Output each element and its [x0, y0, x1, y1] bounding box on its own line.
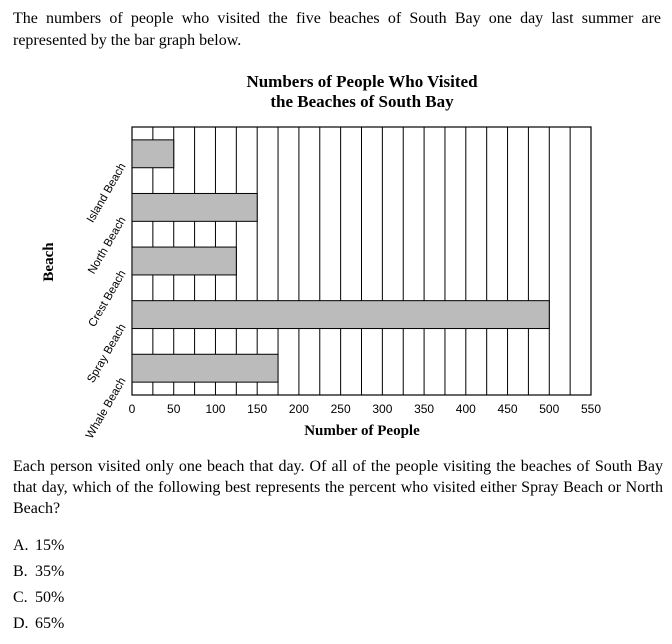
question-text: Each person visited only one beach that … — [13, 458, 663, 517]
x-tick-label: 100 — [205, 402, 225, 416]
x-tick-label: 250 — [331, 402, 351, 416]
choice-letter: A. — [13, 537, 29, 554]
choice-letter: B. — [13, 563, 28, 580]
x-tick-label: 500 — [539, 402, 559, 416]
choice-c[interactable]: C. 50% — [13, 588, 64, 614]
category-label: Whale Beach — [84, 376, 129, 441]
x-tick-label: 300 — [372, 402, 392, 416]
bar-whale-beach — [131, 353, 279, 383]
x-tick-label: 450 — [498, 402, 518, 416]
bar-crest-beach — [131, 246, 237, 276]
x-tick-label: 50 — [167, 402, 181, 416]
chart-bars — [131, 139, 550, 383]
category-label: Spray Beach — [85, 322, 128, 385]
x-tick-label: 350 — [414, 402, 434, 416]
choice-d[interactable]: D. 65% — [13, 614, 64, 640]
x-tick-label: 150 — [247, 402, 267, 416]
choice-letter: D. — [13, 615, 29, 632]
x-tick-label: 200 — [289, 402, 309, 416]
chart-title-line-2: the Beaches of South Bay — [270, 92, 454, 111]
answer-choices: A. 15% B. 35% C. 50% D. 65% — [13, 536, 64, 640]
chart-title-line-1: Numbers of People Who Visited — [246, 72, 478, 91]
choice-text: 35% — [35, 563, 65, 580]
x-tick-label: 400 — [456, 402, 476, 416]
choice-b[interactable]: B. 35% — [13, 562, 64, 588]
choice-text: 15% — [35, 537, 65, 554]
y-axis-title: Beach — [41, 242, 57, 282]
choice-text: 65% — [35, 615, 65, 632]
category-label: Crest Beach — [87, 269, 129, 330]
category-label: Island Beach — [85, 161, 129, 225]
choice-text: 50% — [35, 589, 65, 606]
x-axis-ticks: 0 50 100 150 200 250 300 350 400 450 500 550 — [129, 402, 602, 416]
bar-spray-beach — [131, 300, 550, 330]
choice-a[interactable]: A. 15% — [13, 536, 64, 562]
x-tick-label: 0 — [129, 402, 136, 416]
x-tick-label: 550 — [581, 402, 601, 416]
intro-text: The numbers of people who visited the fi… — [13, 10, 661, 49]
x-axis-title: Number of People — [304, 423, 420, 439]
bar-north-beach — [131, 192, 258, 222]
choice-letter: C. — [13, 589, 28, 606]
bar-island-beach — [131, 139, 175, 169]
